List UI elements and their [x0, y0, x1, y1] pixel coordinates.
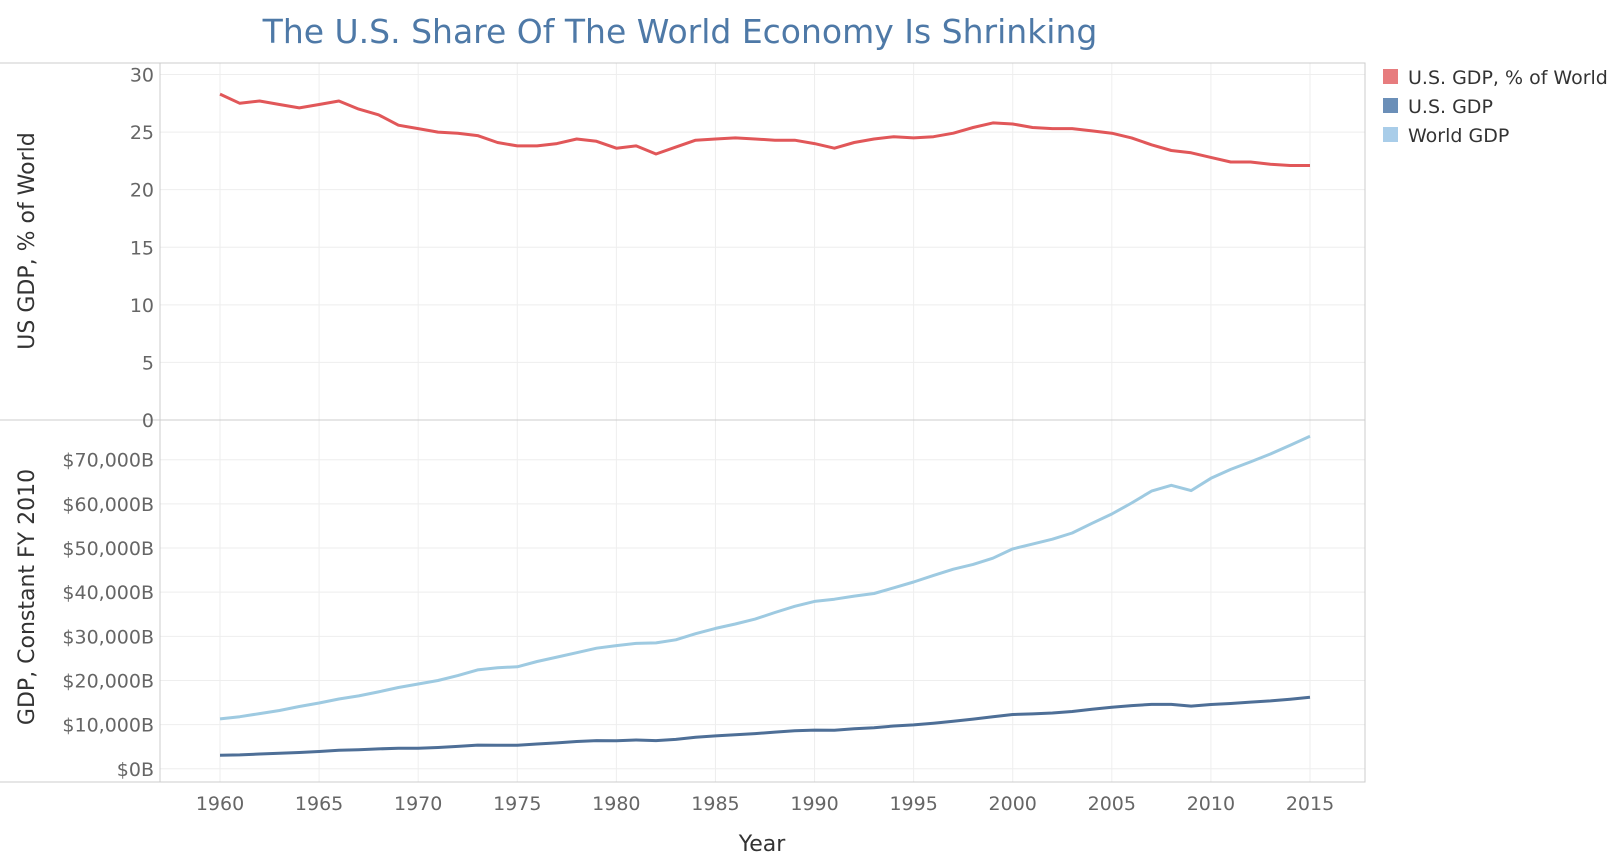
legend-swatch-us-gdp-pct [1383, 69, 1398, 84]
y-tick-label: 0 [142, 410, 154, 432]
y-tick-label: $30,000B [62, 626, 154, 648]
legend-label-us-gdp-pct: U.S. GDP, % of World [1408, 67, 1608, 89]
y-tick-label: $40,000B [62, 582, 154, 604]
legend-label-us-gdp: U.S. GDP [1408, 96, 1493, 118]
x-tick-labels: 1960 1965 1970 1975 1980 1985 1990 1995 2000 2005… [196, 793, 1334, 815]
grid-layer [160, 63, 1365, 782]
y-tick-label: 5 [142, 352, 154, 374]
y-tick-label: $10,000B [62, 715, 154, 737]
y-tick-label: 30 [130, 65, 154, 87]
y-tick-label: $0B [117, 759, 154, 781]
x-tick-label: 1980 [592, 793, 640, 815]
y-tick-label: 20 [130, 180, 154, 202]
series-line-world-gdp[interactable] [219, 434, 1311, 721]
x-tick-label: 1985 [691, 793, 739, 815]
legend-item-us-gdp[interactable]: U.S. GDP [1383, 96, 1493, 118]
series-layer [219, 92, 1311, 757]
y-tick-label: $60,000B [62, 494, 154, 516]
x-tick-label: 1990 [790, 793, 838, 815]
bottom-y-axis-title: GDP, Constant FY 2010 [15, 469, 40, 725]
plot-frame-2 [159, 419, 1366, 783]
y-tick-label: $70,000B [62, 450, 154, 472]
y-tick-label: 25 [130, 122, 154, 144]
x-tick-label: 1965 [295, 793, 343, 815]
top-y-axis-title: US GDP, % of World [15, 132, 40, 349]
legend: U.S. GDP, % of World U.S. GDP World GDP [1383, 67, 1608, 147]
series-line-u-s-gdp-of-world[interactable] [219, 92, 1310, 167]
x-tick-label: 2015 [1286, 793, 1334, 815]
frame-layer [0, 62, 1366, 783]
x-tick-label: 1970 [394, 793, 442, 815]
legend-label-world-gdp: World GDP [1408, 125, 1509, 147]
x-axis-title: Year [738, 832, 787, 857]
x-tick-label: 2000 [989, 793, 1037, 815]
x-tick-label: 2005 [1088, 793, 1136, 815]
x-tick-label: 1975 [493, 793, 541, 815]
y-tick-label: 15 [130, 237, 154, 259]
legend-item-world-gdp[interactable]: World GDP [1383, 125, 1509, 147]
series-line-u-s-gdp[interactable] [219, 695, 1311, 757]
x-tick-label: 1995 [889, 793, 937, 815]
legend-swatch-world-gdp [1383, 127, 1398, 142]
plot-frame-1 [159, 62, 1366, 421]
x-tick-label: 2010 [1187, 793, 1235, 815]
legend-item-us-gdp-pct[interactable]: U.S. GDP, % of World [1383, 67, 1608, 89]
y-tick-label: $50,000B [62, 538, 154, 560]
y-tick-labels: 0 5 10 15 20 25 30 $0B $10,000B $20,000B $30,000B $… [62, 65, 154, 781]
y-tick-label: 10 [130, 295, 154, 317]
x-tick-label: 1960 [196, 793, 244, 815]
legend-swatch-us-gdp [1383, 98, 1398, 113]
y-tick-label: $20,000B [62, 670, 154, 692]
chart-title: The U.S. Share Of The World Economy Is S… [262, 12, 1098, 51]
